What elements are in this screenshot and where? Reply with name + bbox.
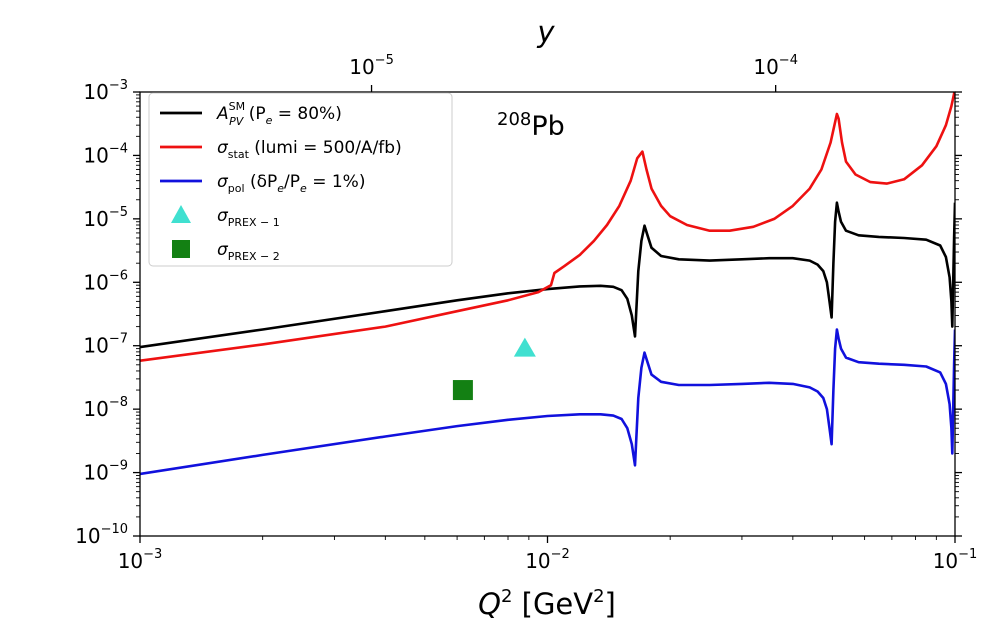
top-tick-label: 10−4 (753, 53, 798, 79)
x-tick-base: 10 (118, 549, 143, 573)
y-tick-exp: −4 (109, 141, 128, 156)
legend-label-rest-sub: e (277, 182, 284, 195)
legend-entry-stat: σstat (lumi = 500/A/fb) (160, 138, 402, 161)
y-tick-exp: −9 (109, 459, 128, 474)
x-axis-label-unit-sup: 2 (593, 586, 604, 607)
top-axis-label: y (536, 15, 555, 49)
y-tick-base: 10 (83, 143, 108, 167)
legend-label-sub: stat (228, 148, 250, 161)
legend-entries: ASM PV (Pe = 80%)σstat (lumi = 500/A/fb)σ… (160, 100, 402, 263)
legend-box (148, 92, 453, 267)
x-axis-label-base: Q (478, 587, 501, 621)
y-tick-label: 10−9 (83, 459, 128, 485)
x-tick-exp: −1 (958, 547, 977, 562)
legend-swatch-prex1 (171, 205, 191, 223)
x-axis-label: Q2 [GeV2] (478, 586, 616, 621)
annotation-text: Pb (531, 111, 564, 142)
legend-label-prex1: σPREX − 1 (217, 206, 280, 229)
y-tick-base: 10 (83, 80, 108, 104)
top-tick-exp: −4 (779, 53, 798, 68)
legend-label-rest3: = 1%) (307, 172, 366, 192)
legend-label-sup: SM (229, 100, 245, 113)
legend-label-pol: σpol (δPe/Pe = 1%) (217, 172, 365, 195)
top-tick-label: 10−5 (349, 53, 394, 79)
legend-label-rest: (lumi = 500/A/fb) (249, 138, 402, 158)
legend-label-stat: σstat (lumi = 500/A/fb) (217, 138, 402, 161)
legend-label-rest: (δP (245, 172, 278, 192)
y-tick-label: 10−10 (75, 522, 128, 548)
ticks-layer (133, 85, 962, 543)
x-axis-label-close: ] (605, 587, 616, 621)
y-tick-exp: −6 (109, 268, 128, 283)
x-tick-base: 10 (525, 549, 550, 573)
y-tick-label: 10−6 (83, 268, 128, 294)
legend-entry-asm: ASM PV (Pe = 80%) (160, 100, 342, 128)
top-tick-base: 10 (349, 55, 374, 79)
legend-entry-prex2: σPREX − 2 (172, 240, 280, 263)
series-line-asm (140, 201, 955, 349)
series-layer (140, 92, 955, 476)
y-tick-exp: −5 (109, 205, 128, 220)
legend-label-sub: pol (228, 182, 245, 195)
legend-label-rest2: /P (284, 172, 300, 192)
legend-label-main: σ (217, 172, 229, 192)
legend-entry-prex1: σPREX − 1 (171, 205, 280, 229)
legend-label-rest2: = 80%) (272, 104, 341, 124)
points-layer (452, 337, 536, 401)
series-line-stat (140, 92, 955, 362)
legend-label-rest-sub2: e (300, 182, 307, 195)
legend-label-main: σ (217, 206, 229, 226)
y-tick-label: 10−8 (83, 395, 128, 421)
labels-layer: 10−3 10−2 10−110−310−410−510−610−710−810−9… (75, 53, 977, 573)
y-tick-exp: −10 (101, 522, 128, 537)
y-tick-base: 10 (75, 524, 100, 548)
legend-label-main: σ (217, 138, 229, 158)
x-tick-exp: −3 (143, 547, 162, 562)
y-tick-exp: −8 (109, 395, 128, 410)
y-tick-label: 10−7 (83, 332, 128, 358)
legend-label-main: σ (217, 240, 229, 260)
marker-prex2 (452, 380, 473, 401)
legend-entry-pol: σpol (δPe/Pe = 1%) (160, 172, 365, 195)
legend-label-rest-sub: e (266, 114, 273, 127)
x-tick-base: 10 (933, 549, 958, 573)
x-axis-label-rest: [GeV (512, 587, 593, 621)
top-tick-exp: −5 (375, 53, 394, 68)
y-tick-label: 10−5 (83, 205, 128, 231)
y-tick-base: 10 (83, 461, 108, 485)
x-tick-label: 10−1 (933, 547, 978, 573)
x-tick-label: 10−2 (525, 547, 570, 573)
legend-label-prex2: σPREX − 2 (217, 240, 280, 263)
series-line-pol (140, 328, 955, 476)
legend: ASM PV (Pe = 80%)σstat (lumi = 500/A/fb)σ… (148, 92, 453, 267)
legend-label-asm: ASM PV (Pe = 80%) (216, 100, 342, 128)
y-tick-exp: −7 (109, 332, 128, 347)
legend-swatch-prex2 (172, 240, 190, 258)
legend-label-sub: PV (229, 115, 245, 128)
y-tick-base: 10 (83, 270, 108, 294)
nucleus-annotation: 208Pb (497, 109, 565, 142)
legend-label-sub: PREX − 2 (228, 250, 280, 263)
x-tick-label: 10−3 (118, 547, 163, 573)
y-tick-label: 10−4 (83, 141, 128, 167)
legend-label-rest: (P (243, 104, 265, 124)
y-tick-label: 10−3 (83, 78, 128, 104)
legend-label-sub: PREX − 1 (228, 216, 280, 229)
y-tick-base: 10 (83, 334, 108, 358)
x-tick-exp: −2 (551, 547, 570, 562)
legend-label-main: A (216, 104, 229, 124)
y-tick-base: 10 (83, 397, 108, 421)
y-tick-exp: −3 (109, 78, 128, 93)
top-tick-base: 10 (753, 55, 778, 79)
marker-prex1 (513, 337, 536, 357)
annotation-sup: 208 (497, 109, 531, 130)
x-axis-label-sup: 2 (501, 586, 512, 607)
y-tick-base: 10 (83, 207, 108, 231)
